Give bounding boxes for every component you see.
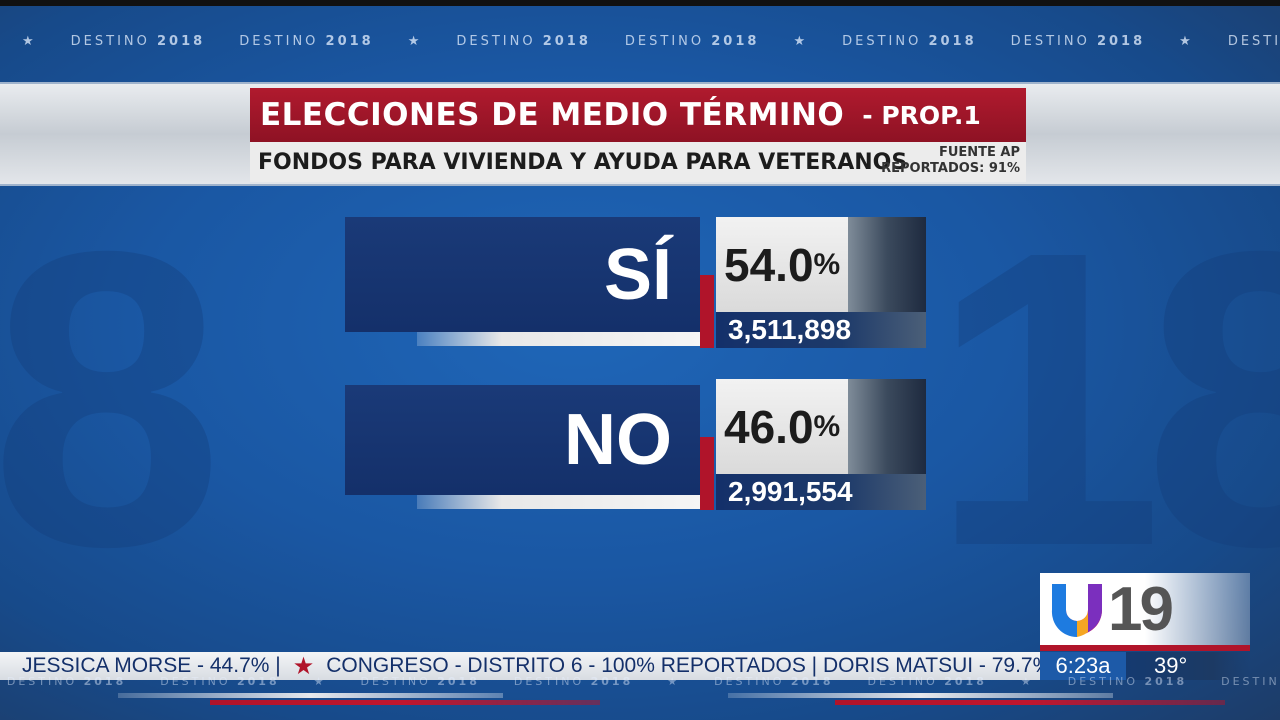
star-icon: ★ — [292, 652, 315, 680]
percent-value: 46.0 — [724, 400, 814, 453]
destino-ribbon-top: ★ DESTINO 2018 DESTINO 2018 ★ DESTINO 2018 DE… — [0, 34, 1280, 56]
decor-line — [728, 693, 1113, 698]
result-label-no: NO — [345, 385, 700, 495]
header-subtitle-box: FONDOS PARA VIVIENDA Y AYUDA PARA VETERA… — [250, 142, 1026, 182]
channel-number: 19 — [1108, 574, 1174, 644]
ribbon-star-item: ★DESTINO 2018 — [407, 34, 591, 49]
percent-sign: % — [813, 409, 841, 443]
shade-block — [848, 379, 926, 474]
ribbon-star-item: ★DESTINO 2018 — [6, 675, 127, 688]
header-title-box: ELECCIONES DE MEDIO TÉRMINO - PROP.1 — [250, 88, 1026, 142]
ribbon-item: DESTINO 2018 — [1221, 675, 1280, 688]
univision-u-icon — [1051, 584, 1102, 638]
decor-line — [835, 700, 1225, 705]
ribbon-star-item: ★DESTINO 2018 — [22, 34, 206, 49]
reported-label: REPORTADOS: 91% — [881, 161, 1020, 176]
ribbon-item: DESTINO 2018 — [239, 34, 374, 49]
header-prop: - PROP.1 — [862, 100, 981, 130]
background-numeral-left: 8 — [0, 165, 224, 634]
station-logo: 19 — [1040, 573, 1250, 651]
source-info: FUENTE AP REPORTADOS: 91% — [881, 145, 1020, 177]
star-icon: ★ — [1020, 675, 1034, 688]
star-icon: ★ — [22, 34, 37, 49]
background-numeral-right: 18 — [930, 165, 1280, 634]
temperature: 39° — [1126, 652, 1250, 680]
ribbon-star-item: ★DESTINO 2018 — [1179, 34, 1280, 49]
source-label: FUENTE AP — [938, 145, 1020, 160]
star-icon: ★ — [313, 675, 327, 688]
ticker-item: CONGRESO - DISTRITO 6 - 100% REPORTADOS … — [326, 654, 1040, 677]
votes-si: 3,511,898 — [716, 312, 926, 348]
ribbon-star-item: ★DESTINO 2018 — [313, 675, 480, 688]
ribbon-item: DESTINO 2018 — [160, 675, 280, 688]
underline-bar — [417, 495, 700, 509]
result-label-si: SÍ — [345, 217, 700, 332]
votes-no: 2,991,554 — [716, 474, 926, 510]
star-icon: ★ — [1179, 34, 1194, 49]
news-ticker: JESSICA MORSE - 44.7% | ★ CONGRESO - DIS… — [0, 652, 1040, 680]
percent-si: 54.0% — [716, 217, 848, 312]
ribbon-star-item: ★DESTINO 2018 — [667, 675, 834, 688]
decor-line — [210, 700, 600, 705]
ticker-item: JESSICA MORSE - 44.7% | — [22, 654, 281, 677]
red-accent-bar — [700, 437, 714, 510]
clock: 6:23a — [1040, 652, 1126, 680]
star-icon: ★ — [407, 34, 423, 49]
shade-block — [848, 217, 926, 312]
percent-value: 54.0 — [724, 238, 814, 291]
ribbon-item: DESTINO 2018 — [867, 675, 987, 688]
underline-bar — [417, 332, 700, 346]
header-subtitle: FONDOS PARA VIVIENDA Y AYUDA PARA VETERA… — [258, 149, 908, 175]
decor-line — [118, 693, 503, 698]
ribbon-star-item: ★DESTINO 2018 — [1020, 675, 1188, 688]
ribbon-star-item: ★DESTINO 2018 — [793, 34, 977, 49]
top-bar — [0, 0, 1280, 6]
ribbon-item: DESTINO 2018 — [624, 34, 760, 49]
ribbon-item: DESTINO 2018 — [513, 675, 634, 688]
red-accent-bar — [700, 275, 714, 348]
percent-no: 46.0% — [716, 379, 848, 474]
header-title: ELECCIONES DE MEDIO TÉRMINO — [260, 97, 845, 133]
percent-sign: % — [813, 247, 841, 281]
ribbon-item: DESTINO 2018 — [1010, 34, 1146, 49]
star-icon: ★ — [793, 34, 809, 49]
star-icon: ★ — [667, 675, 681, 688]
